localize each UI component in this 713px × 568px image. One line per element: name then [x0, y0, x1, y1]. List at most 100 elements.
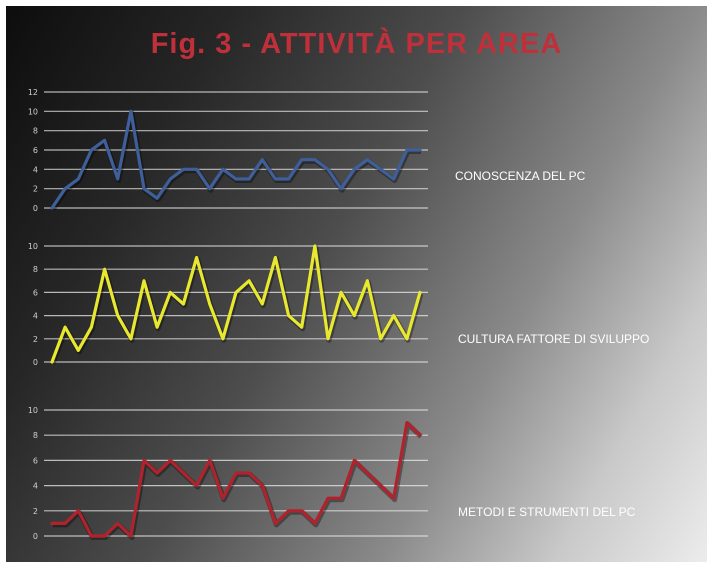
y-tick-label: 8: [33, 127, 38, 136]
data-point: [103, 268, 106, 271]
data-point: [300, 326, 303, 329]
data-point: [169, 291, 172, 294]
y-tick-label: 2: [33, 507, 38, 516]
y-tick-label: 4: [33, 312, 38, 321]
data-point: [247, 279, 251, 282]
data-point: [129, 337, 133, 340]
data-point: [379, 337, 382, 340]
data-point: [63, 187, 67, 190]
data-point: [405, 337, 409, 340]
data-point: [405, 148, 409, 152]
data-point: [129, 110, 133, 113]
y-tick-label: 4: [33, 165, 38, 174]
data-point: [50, 360, 54, 364]
data-point: [247, 471, 251, 475]
data-point: [208, 459, 211, 462]
data-point: [63, 522, 67, 525]
data-point: [313, 522, 317, 525]
y-tick-label: 6: [33, 146, 38, 155]
data-point: [379, 168, 382, 171]
series-line-shadow: [53, 421, 423, 540]
chart-panel-2: 0 2 4 6 8 10 CULTURA FATTORE DI SVILUPPO: [28, 242, 650, 367]
data-point: [155, 197, 159, 200]
data-point: [90, 148, 93, 152]
data-point: [195, 168, 198, 171]
data-point: [247, 177, 251, 181]
data-point: [392, 177, 395, 181]
data-point: [234, 471, 238, 475]
data-point: [353, 168, 356, 171]
data-point: [50, 206, 54, 210]
chart-panel-3: 0 2 4 6 8 10 METODI E STRUMENTI DEL PC: [28, 406, 636, 541]
y-tick-label: 4: [33, 482, 38, 491]
y-tick-label: 10: [28, 406, 38, 415]
data-point: [274, 256, 277, 259]
data-point: [287, 177, 290, 181]
series-line-shadow: [50, 245, 424, 365]
data-point: [142, 279, 146, 282]
data-point: [234, 177, 238, 181]
data-point: [313, 158, 317, 161]
data-point: [116, 177, 119, 181]
data-point: [405, 421, 409, 424]
data-point: [63, 326, 67, 329]
data-point: [418, 434, 422, 437]
data-point: [195, 256, 198, 259]
data-point: [221, 497, 225, 500]
y-tick-label: 8: [33, 265, 38, 274]
data-point: [77, 509, 80, 512]
data-point: [287, 314, 290, 317]
data-point: [261, 484, 264, 487]
data-point: [208, 302, 211, 306]
y-tick-label: 2: [33, 185, 38, 194]
series-line: [50, 109, 422, 210]
data-point: [366, 471, 369, 475]
data-point: [77, 177, 80, 181]
data-point: [116, 522, 119, 525]
data-point: [221, 337, 225, 340]
data-point: [379, 484, 382, 487]
chart-panel-1: 0 2 4 6 8 10 12 CONOSCENZA DEL PC: [28, 88, 586, 213]
y-tick-label: 0: [33, 532, 38, 541]
data-point: [392, 314, 395, 317]
series-label: METODI E STRUMENTI DEL PC: [458, 505, 636, 519]
data-point: [195, 484, 198, 487]
data-point: [182, 168, 185, 171]
data-point: [142, 187, 146, 190]
y-tick-label: 10: [28, 107, 38, 116]
data-point: [366, 279, 369, 282]
data-point: [169, 177, 172, 181]
y-tick-label: 12: [28, 88, 38, 97]
chart-background: [6, 6, 707, 562]
data-point: [169, 459, 172, 462]
data-point: [234, 291, 238, 294]
y-tick-label: 10: [28, 242, 38, 251]
data-point: [90, 534, 93, 538]
data-point: [353, 314, 356, 317]
y-tick-label: 2: [33, 335, 38, 344]
data-point: [103, 139, 106, 142]
data-point: [392, 497, 395, 500]
data-point: [339, 497, 343, 500]
data-point: [182, 471, 185, 475]
data-point: [261, 302, 264, 306]
y-tick-label: 0: [33, 204, 38, 213]
data-point: [182, 302, 185, 306]
data-point: [142, 459, 146, 462]
data-point: [129, 534, 133, 538]
data-point: [326, 168, 330, 171]
data-point: [339, 187, 343, 190]
data-point: [116, 314, 119, 317]
data-point: [103, 534, 106, 538]
data-point: [50, 522, 54, 525]
data-point: [155, 471, 159, 475]
y-tick-label: 6: [33, 288, 38, 297]
data-point: [339, 291, 343, 294]
data-point: [366, 158, 369, 161]
data-point: [326, 497, 330, 500]
data-point: [287, 509, 290, 512]
y-tick-label: 0: [33, 358, 38, 367]
data-point: [274, 522, 277, 525]
data-point: [300, 509, 303, 512]
